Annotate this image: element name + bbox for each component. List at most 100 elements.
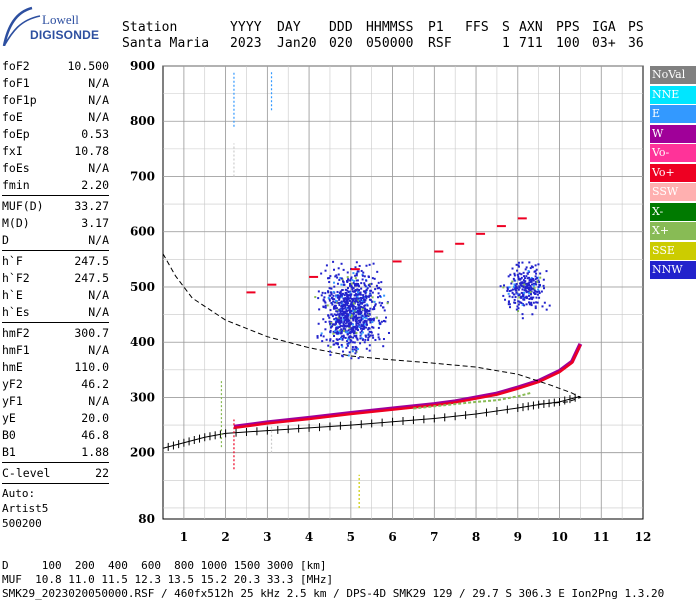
spread-f-echo xyxy=(361,317,364,320)
spread-f-echo xyxy=(534,305,537,308)
spread-f-echo xyxy=(514,286,517,289)
parameter-value: 46.8 xyxy=(81,428,109,442)
spread-f-echo xyxy=(527,294,530,297)
spread-f-echo xyxy=(365,316,368,319)
spread-f-echo xyxy=(523,291,526,294)
spread-f-echo xyxy=(543,287,546,290)
spread-f-echo xyxy=(514,284,517,287)
spread-f-echo xyxy=(350,357,353,360)
spread-f-echo xyxy=(349,279,352,282)
spread-f-echo xyxy=(349,313,352,316)
parameter-name: hmE xyxy=(2,360,23,374)
spread-f-echo xyxy=(346,338,349,341)
parameter-value: N/A xyxy=(88,233,109,247)
spread-f-echo xyxy=(530,290,533,293)
spread-f-echo xyxy=(342,303,345,306)
spread-f-echo xyxy=(346,271,349,274)
spread-f-echo xyxy=(338,330,341,333)
spread-f-echo xyxy=(522,298,525,301)
spread-f-echo xyxy=(360,282,363,285)
auto-label: Auto: xyxy=(2,487,36,500)
spread-f-echo xyxy=(329,353,332,356)
spread-f-echo xyxy=(351,314,354,317)
spread-f-echo xyxy=(356,297,359,300)
spread-f-echo xyxy=(360,318,363,321)
spread-f-echo xyxy=(355,314,358,317)
spread-f-echo xyxy=(330,293,333,296)
spread-f-echo xyxy=(353,334,356,337)
spread-f-echo xyxy=(356,283,359,286)
spread-f-echo xyxy=(352,336,355,339)
spread-f-echo xyxy=(361,325,364,328)
spread-f-echo xyxy=(368,294,371,297)
spread-f-echo xyxy=(351,288,354,291)
spread-f-echo xyxy=(515,263,518,266)
spread-f-echo xyxy=(535,296,538,299)
spread-f-echo xyxy=(354,352,357,355)
spread-f-echo xyxy=(357,319,360,322)
spread-f-echo xyxy=(368,327,371,330)
header-value-station: Santa Maria xyxy=(122,36,210,51)
spread-f-echo xyxy=(356,300,359,303)
spread-f-echo xyxy=(528,279,531,282)
spread-f-echo xyxy=(381,302,384,305)
spread-f-echo xyxy=(515,289,518,292)
spread-f-echo xyxy=(499,285,502,288)
spread-f-echo xyxy=(386,302,389,305)
multihop-echo-mark xyxy=(434,250,444,253)
spread-f-echo xyxy=(350,328,353,331)
spread-f-echo xyxy=(530,277,533,280)
spread-f-echo xyxy=(532,291,535,294)
parameter-value: N/A xyxy=(88,305,109,319)
spread-f-echo xyxy=(330,287,333,290)
spread-f-echo xyxy=(342,305,345,308)
spread-f-echo xyxy=(355,328,358,331)
spread-f-echo xyxy=(338,313,341,316)
parameter-value: 2.20 xyxy=(81,178,109,192)
spread-f-echo xyxy=(364,290,367,293)
spread-f-echo xyxy=(355,299,358,302)
spread-f-echo xyxy=(341,307,344,310)
spread-f-echo xyxy=(536,293,539,296)
spread-f-echo xyxy=(349,338,352,341)
spread-f-echo xyxy=(328,299,331,302)
spread-f-echo xyxy=(513,283,516,286)
spread-f-echo xyxy=(347,322,350,325)
multihop-echo-mark xyxy=(392,260,402,263)
spread-f-echo xyxy=(346,318,349,321)
x-tick-label: 9 xyxy=(514,530,522,544)
spread-f-echo xyxy=(522,296,525,299)
spread-f-echo xyxy=(341,289,344,292)
y-tick-label: 900 xyxy=(130,59,155,73)
y-tick-label: 200 xyxy=(130,446,155,460)
spread-f-echo xyxy=(341,345,344,348)
spread-f-echo xyxy=(316,335,319,338)
parameter-row: yF2 46.2 xyxy=(2,376,109,393)
spread-f-echo xyxy=(323,300,326,303)
spread-f-echo xyxy=(344,311,347,314)
spread-f-echo xyxy=(350,301,353,304)
spread-f-echo xyxy=(338,291,341,294)
spread-f-echo xyxy=(338,338,341,341)
spread-f-echo xyxy=(522,295,525,298)
spread-f-echo xyxy=(370,289,373,292)
spread-f-echo xyxy=(354,320,357,323)
parameter-name: foF1 xyxy=(2,76,30,90)
spread-f-echo xyxy=(365,326,368,329)
spread-f-echo xyxy=(517,275,520,278)
header-label-axn: AXN xyxy=(519,20,543,35)
spread-f-echo xyxy=(522,285,525,288)
spread-f-echo xyxy=(368,330,371,333)
spread-f-echo xyxy=(354,326,357,329)
spread-f-echo xyxy=(353,310,356,313)
spread-f-echo xyxy=(387,331,390,334)
spread-f-echo xyxy=(335,332,338,335)
spread-f-echo xyxy=(366,309,369,312)
spread-f-echo xyxy=(365,320,368,323)
spread-f-echo xyxy=(534,278,537,281)
parameter-name: foE xyxy=(2,110,23,124)
spread-f-echo xyxy=(331,325,334,328)
parameter-value: 247.5 xyxy=(74,254,109,268)
spread-f-echo xyxy=(362,323,365,326)
header-label-yyyy: YYYY xyxy=(230,20,262,35)
